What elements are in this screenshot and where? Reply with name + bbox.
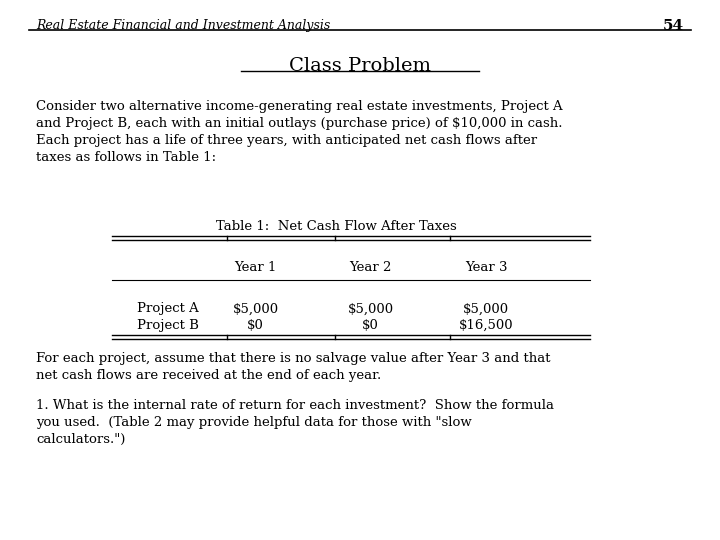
Text: $5,000: $5,000 — [233, 302, 279, 315]
Text: Class Problem: Class Problem — [289, 57, 431, 75]
Text: $5,000: $5,000 — [348, 302, 394, 315]
Text: $0: $0 — [247, 319, 264, 332]
Text: Consider two alternative income-generating real estate investments, Project A
an: Consider two alternative income-generati… — [36, 100, 562, 164]
Text: Year 2: Year 2 — [350, 261, 392, 274]
Text: Project B: Project B — [137, 319, 199, 332]
Text: $0: $0 — [362, 319, 379, 332]
Text: 1. What is the internal rate of return for each investment?  Show the formula
yo: 1. What is the internal rate of return f… — [36, 399, 554, 445]
Text: Table 1:  Net Cash Flow After Taxes: Table 1: Net Cash Flow After Taxes — [216, 220, 456, 233]
Text: Project A: Project A — [137, 302, 199, 315]
Text: 54: 54 — [663, 19, 684, 33]
Text: $16,500: $16,500 — [459, 319, 513, 332]
Text: Year 3: Year 3 — [464, 261, 508, 274]
Text: Year 1: Year 1 — [235, 261, 276, 274]
Text: For each project, assume that there is no salvage value after Year 3 and that
ne: For each project, assume that there is n… — [36, 352, 551, 382]
Text: $5,000: $5,000 — [463, 302, 509, 315]
Text: Real Estate Financial and Investment Analysis: Real Estate Financial and Investment Ana… — [36, 19, 330, 32]
